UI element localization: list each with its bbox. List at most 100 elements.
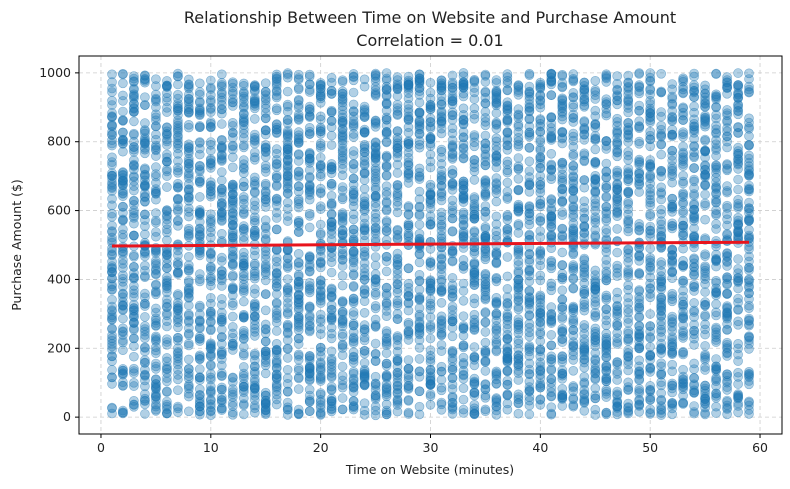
scatter-point [228,86,238,97]
scatter-point [601,407,612,418]
scatter-point [195,192,205,202]
scatter-point [162,224,172,235]
scatter-point [337,112,348,123]
scatter-point [282,176,293,187]
scatter-point [184,96,194,107]
scatter-point [293,409,304,420]
scatter-point [612,188,623,198]
scatter-point [502,379,513,390]
scatter-point [469,322,480,333]
scatter-point [381,128,392,138]
scatter-point [140,175,150,186]
scatter-point [381,297,392,308]
scatter-point [645,332,656,342]
scatter-point [480,357,491,367]
scatter-point [469,309,480,320]
scatter-point [173,407,183,418]
scatter-point [447,345,458,356]
scatter-point [469,377,480,388]
scatter-point [129,205,139,216]
scatter-point [228,200,238,210]
scatter-point [217,300,227,310]
scatter-point [667,171,678,181]
scatter-point [118,301,128,311]
scatter-point [403,100,414,110]
scatter-point [304,126,315,137]
scatter-point [667,193,678,204]
scatter-point [656,343,667,354]
scatter-point [348,401,359,411]
scatter-point [601,376,612,386]
scatter-point [228,322,238,332]
scatter-point [293,290,304,301]
scatter-point [228,341,238,351]
scatter-point [118,270,128,281]
scatter-point [447,245,458,256]
scatter-point [502,346,513,357]
scatter-point [293,339,304,349]
scatter-point [447,301,458,312]
scatter-point [370,73,381,83]
scatter-point [623,267,634,277]
scatter-point [733,122,743,132]
scatter-point [326,384,337,395]
scatter-point [436,366,447,377]
scatter-point [173,215,183,226]
scatter-point [403,407,414,418]
scatter-point [480,160,491,170]
scatter-point [392,132,403,143]
scatter-point [129,318,139,328]
scatter-point [392,84,403,94]
scatter-point [250,114,260,124]
scatter-point [414,284,425,295]
scatter-point [381,266,392,277]
scatter-point [557,184,568,194]
scatter-point [678,178,688,189]
scatter-point [381,91,392,101]
scatter-point [107,294,117,305]
scatter-point [546,198,557,209]
scatter-point [601,304,612,314]
scatter-point [656,120,667,131]
scatter-point [118,224,128,235]
scatter-point [678,189,688,200]
scatter-point [217,192,227,202]
scatter-point [315,323,326,334]
scatter-point [381,306,392,316]
scatter-point [623,244,634,254]
scatter-point [359,380,370,391]
scatter-point [689,358,699,369]
scatter-point [315,309,326,320]
scatter-point [195,269,205,279]
scatter-point [250,407,260,418]
scatter-point [271,256,282,267]
scatter-point [184,143,194,153]
scatter-point [337,340,348,351]
scatter-point [711,256,721,267]
scatter-point [557,274,568,285]
scatter-point [129,71,139,81]
scatter-point [118,146,128,157]
scatter-point [458,311,469,322]
scatter-point [502,252,513,262]
scatter-point [480,254,491,265]
scatter-point [502,390,513,400]
scatter-point [601,328,612,339]
scatter-point [315,160,326,170]
scatter-point [436,99,447,109]
scatter-point [173,115,183,126]
scatter-point [623,318,634,328]
scatter-point [722,186,732,196]
scatter-point [326,162,337,172]
scatter-point [579,196,590,206]
scatter-point [337,210,348,220]
scatter-point [579,175,590,185]
scatter-point [337,151,348,161]
scatter-point [162,337,172,347]
scatter-point [634,136,645,147]
scatter-point [667,255,678,265]
scatter-point [370,142,381,153]
scatter-point [447,152,458,162]
scatter-point [228,332,238,343]
scatter-point [140,118,150,128]
